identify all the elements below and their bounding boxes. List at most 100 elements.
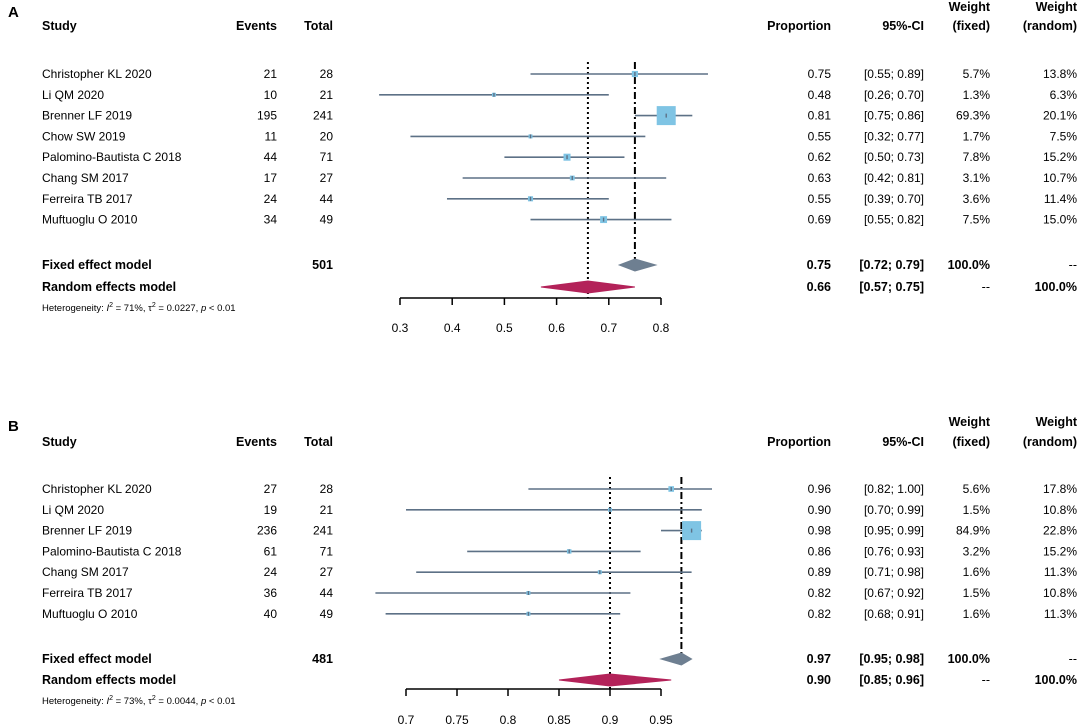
study-weight-random: 11.3%: [1044, 607, 1077, 621]
study-name: Ferreira TB 2017: [42, 586, 133, 600]
x-axis-tick-label: 0.9: [602, 713, 619, 727]
header-study: Study: [42, 19, 77, 33]
study-ci: [0.76; 0.93]: [864, 544, 924, 558]
study-weight-random: 11.3%: [1044, 565, 1077, 579]
study-name: Chang SM 2017: [42, 565, 129, 579]
fixed-effect-total: 501: [312, 258, 333, 272]
study-weight-random: 7.5%: [1050, 129, 1078, 143]
study-weight-random: 22.8%: [1043, 524, 1077, 538]
header-events: Events: [236, 435, 277, 449]
fixed-effect-weight-random: --: [1069, 258, 1077, 272]
random-effects-label: Random effects model: [42, 280, 176, 294]
study-events: 40: [264, 607, 278, 621]
het-tau-sup: 2: [152, 695, 156, 702]
study-weight-fixed: 7.8%: [963, 150, 991, 164]
header-total: Total: [304, 19, 333, 33]
study-ci: [0.67; 0.92]: [864, 586, 924, 600]
study-weight-random: 6.3%: [1050, 88, 1078, 102]
random-effects-row: Random effects model 0.66 [0.57; 0.75] -- 10…: [42, 280, 1077, 294]
fixed-effect-total: 481: [312, 652, 333, 666]
study-weight-fixed: 1.5%: [963, 586, 991, 600]
study-proportion: 0.63: [808, 171, 832, 185]
study-proportion: 0.82: [808, 607, 832, 621]
study-weight-fixed: 1.6%: [963, 607, 991, 621]
study-proportion: 0.86: [808, 544, 832, 558]
study-name: Brenner LF 2019: [42, 524, 132, 538]
study-ci: [0.82; 1.00]: [864, 482, 924, 496]
study-weight-fixed: 5.7%: [963, 67, 991, 81]
x-axis-tick-label: 0.75: [445, 713, 469, 727]
header-ci: 95%-CI: [882, 19, 924, 33]
study-events: 24: [264, 565, 278, 579]
panel-label: B: [8, 418, 19, 435]
header-weight-fixed-2: (fixed): [953, 19, 991, 33]
study-proportion: 0.75: [808, 67, 832, 81]
fixed-effect-proportion: 0.75: [807, 258, 831, 272]
study-row: Christopher KL 2020 21 28 0.75 [0.55; 0.89] 5…: [42, 67, 1077, 81]
study-ci: [0.95; 0.99]: [864, 524, 924, 538]
fixed-effect-diamond: [617, 258, 658, 272]
random-effects-row: Random effects model 0.90 [0.85; 0.96] -- 10…: [42, 673, 1077, 687]
fixed-effect-ci: [0.72; 0.79]: [859, 258, 924, 272]
study-weight-random: 15.2%: [1043, 544, 1077, 558]
het-prefix: Heterogeneity:: [42, 696, 106, 707]
study-ci: [0.75; 0.86]: [864, 109, 924, 123]
study-weight-random: 20.1%: [1043, 109, 1077, 123]
study-name: Muftuoglu O 2010: [42, 607, 138, 621]
study-proportion: 0.55: [808, 129, 832, 143]
het-tau-label: τ: [148, 303, 152, 314]
study-events: 11: [265, 129, 278, 143]
study-events: 17: [264, 171, 278, 185]
header-proportion: Proportion: [767, 435, 831, 449]
study-proportion: 0.90: [808, 503, 832, 517]
forest-panel-a: A Study Events Total Proportion 95%-CI Weight (…: [8, 0, 1078, 335]
study-ci: [0.42; 0.81]: [864, 171, 924, 185]
study-weight-fixed: 1.6%: [963, 565, 991, 579]
study-weight-random: 11.4%: [1044, 192, 1077, 206]
het-i2-value: = 71%,: [113, 303, 148, 314]
study-events: 24: [264, 192, 278, 206]
study-ci: [0.55; 0.89]: [864, 67, 924, 81]
study-row: Li QM 2020 10 21 0.48 [0.26; 0.70] 1.3% 6.3%: [42, 88, 1077, 102]
fixed-effect-weight-random: --: [1069, 652, 1077, 666]
study-name: Chow SW 2019: [42, 129, 126, 143]
study-proportion: 0.48: [808, 88, 832, 102]
fixed-effect-diamond: [659, 652, 693, 666]
study-proportion: 0.81: [808, 109, 832, 123]
study-row: Brenner LF 2019 195 241 0.81 [0.75; 0.86] 69.…: [42, 106, 1077, 126]
study-ci: [0.50; 0.73]: [864, 150, 924, 164]
het-tau-label: τ: [148, 696, 152, 707]
header-weight-fixed-1: Weight: [949, 415, 991, 429]
header-weight-fixed-1: Weight: [949, 0, 991, 14]
study-row: Chang SM 2017 17 27 0.63 [0.42; 0.81] 3.1% 10.…: [42, 171, 1077, 185]
study-name: Li QM 2020: [42, 503, 104, 517]
study-weight-fixed: 3.6%: [963, 192, 991, 206]
study-total: 44: [320, 192, 334, 206]
study-name: Li QM 2020: [42, 88, 104, 102]
study-total: 241: [313, 109, 333, 123]
study-total: 21: [320, 88, 334, 102]
study-ci: [0.26; 0.70]: [864, 88, 924, 102]
study-weight-random: 10.8%: [1043, 503, 1077, 517]
study-total: 71: [320, 150, 334, 164]
study-total: 28: [320, 67, 334, 81]
x-axis-tick-label: 0.85: [547, 713, 571, 727]
random-effects-weight-fixed: --: [982, 280, 990, 294]
study-weight-fixed: 69.3%: [956, 109, 990, 123]
het-tau-sup: 2: [152, 302, 156, 309]
study-ci: [0.70; 0.99]: [864, 503, 924, 517]
x-axis-tick-label: 0.3: [392, 321, 409, 335]
study-weight-random: 10.7%: [1043, 171, 1077, 185]
random-effects-weight-random: 100.0%: [1035, 673, 1077, 687]
header-weight-random-2: (random): [1023, 19, 1077, 33]
study-name: Chang SM 2017: [42, 171, 129, 185]
study-weight-random: 15.2%: [1043, 150, 1077, 164]
study-weight-fixed: 7.5%: [963, 213, 991, 227]
study-events: 27: [264, 482, 278, 496]
study-weight-fixed: 5.6%: [963, 482, 991, 496]
study-weight-random: 17.8%: [1043, 482, 1077, 496]
random-effects-proportion: 0.66: [807, 280, 831, 294]
header-total: Total: [304, 435, 333, 449]
header-proportion: Proportion: [767, 19, 831, 33]
fixed-effect-ci: [0.95; 0.98]: [859, 652, 924, 666]
